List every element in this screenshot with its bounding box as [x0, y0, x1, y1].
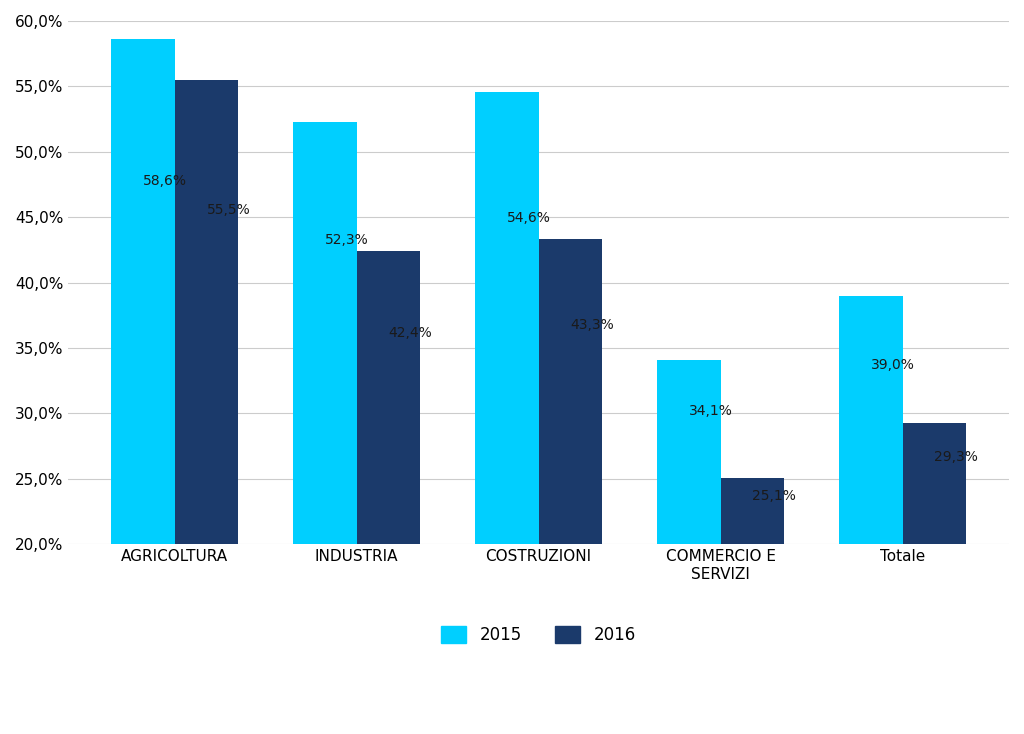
Bar — [175, 80, 239, 545]
Text: 43,3%: 43,3% — [570, 318, 614, 332]
Text: 52,3%: 52,3% — [325, 233, 369, 247]
Legend: 2015, 2016: 2015, 2016 — [435, 619, 643, 651]
Text: 42,4%: 42,4% — [388, 327, 432, 341]
Text: 58,6%: 58,6% — [143, 174, 187, 188]
Bar — [902, 423, 967, 545]
Bar — [839, 296, 902, 545]
Text: 39,0%: 39,0% — [870, 358, 914, 372]
Bar — [475, 92, 539, 545]
Text: 25,1%: 25,1% — [753, 490, 797, 504]
Bar — [721, 478, 784, 545]
Bar — [539, 239, 602, 545]
Text: 54,6%: 54,6% — [507, 211, 551, 225]
Bar — [657, 360, 721, 545]
Text: 34,1%: 34,1% — [689, 404, 732, 418]
Bar — [356, 251, 421, 545]
Bar — [293, 122, 356, 545]
Text: 29,3%: 29,3% — [935, 450, 978, 464]
Bar — [112, 40, 175, 545]
Text: 55,5%: 55,5% — [207, 203, 251, 217]
